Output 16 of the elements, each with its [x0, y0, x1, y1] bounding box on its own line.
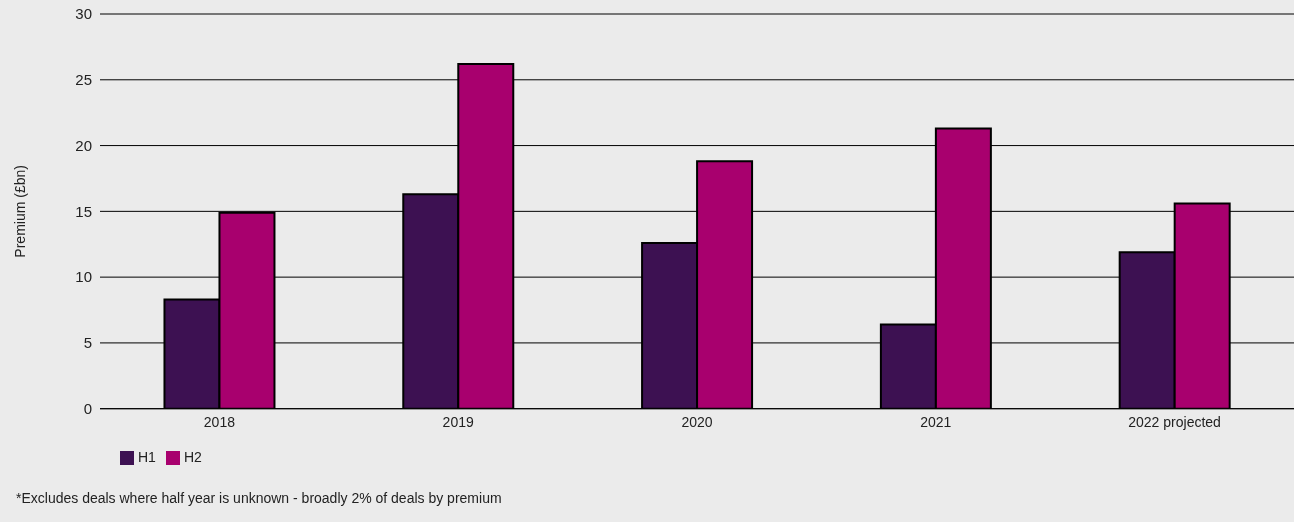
- x-tick-label: 2019: [442, 413, 474, 430]
- legend-label: H2: [183, 448, 202, 465]
- x-tick-label: 2018: [203, 413, 236, 430]
- y-tick-label: 0: [83, 400, 92, 418]
- x-tick-label: 2022 projected: [1128, 413, 1221, 430]
- y-axis-title: Premium (£bn): [11, 165, 28, 258]
- text: *Excludes deals where half year is unknown - broadly 2% of deals by premium: [16, 490, 502, 506]
- x-tick-label: 2020: [681, 413, 713, 430]
- y-tick-label: 20: [75, 136, 92, 154]
- y-tick-label: 15: [75, 202, 92, 220]
- y-tick-label: 5: [83, 334, 92, 352]
- x-tick-label: 2021: [920, 413, 952, 430]
- y-tick-label: 30: [75, 5, 92, 23]
- y-tick-label: 25: [75, 71, 92, 89]
- legend-label: H1: [138, 448, 156, 465]
- y-tick-label: 10: [75, 268, 92, 286]
